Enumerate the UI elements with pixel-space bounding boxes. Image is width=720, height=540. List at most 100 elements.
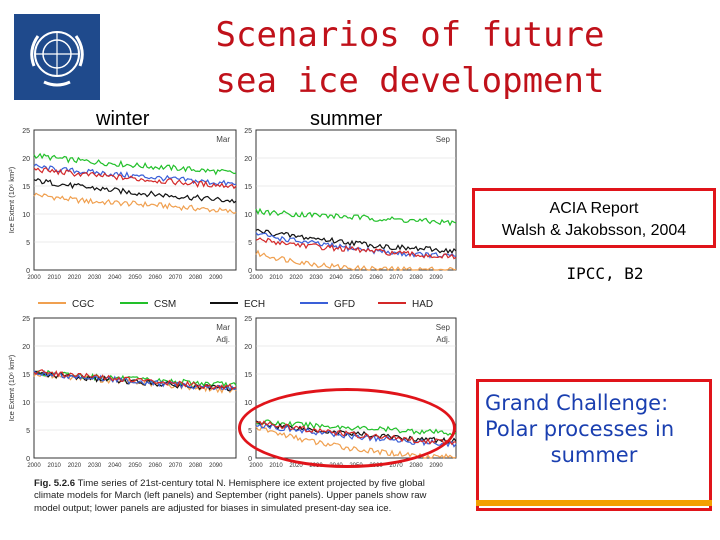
y-tick-label: 10 bbox=[244, 400, 252, 407]
x-tick-label: 2080 bbox=[409, 463, 423, 469]
acia-report-box: ACIA Report Walsh & Jakobsson, 2004 bbox=[472, 188, 716, 248]
x-tick-label: 2090 bbox=[429, 463, 443, 469]
legend-entry-gfd: GFD bbox=[334, 299, 355, 310]
panel-label: Mar bbox=[216, 323, 230, 332]
x-tick-label: 2070 bbox=[169, 275, 183, 281]
y-tick-label: 25 bbox=[244, 128, 252, 135]
x-tick-label: 2020 bbox=[289, 275, 303, 281]
y-tick-label: 20 bbox=[244, 344, 252, 351]
panel-label: Sep bbox=[436, 323, 451, 332]
winter-label: winter bbox=[96, 108, 150, 130]
legend-entry-cgc: CGC bbox=[72, 299, 94, 310]
y-tick-label: 25 bbox=[22, 316, 30, 323]
x-tick-label: 2090 bbox=[429, 275, 443, 281]
x-tick-label: 2050 bbox=[128, 275, 142, 281]
panel-label: Mar bbox=[216, 135, 230, 144]
x-tick-label: 2030 bbox=[88, 463, 102, 469]
y-tick-label: 10 bbox=[22, 212, 30, 219]
gc-line-1: Grand Challenge: bbox=[485, 391, 669, 415]
y-tick-label: 10 bbox=[244, 212, 252, 219]
y-tick-label: 25 bbox=[244, 316, 252, 323]
y-tick-label: 5 bbox=[26, 240, 30, 247]
x-tick-label: 2030 bbox=[88, 275, 102, 281]
x-tick-label: 2020 bbox=[289, 463, 303, 469]
legend-entry-ech: ECH bbox=[244, 299, 265, 310]
series-line-cgc bbox=[255, 249, 457, 271]
y-tick-label: 15 bbox=[22, 372, 30, 379]
series-line-gfd bbox=[33, 369, 237, 392]
x-tick-label: 2040 bbox=[108, 275, 122, 281]
x-tick-label: 2000 bbox=[249, 463, 263, 469]
grand-challenge-bar bbox=[476, 500, 712, 506]
x-tick-label: 2000 bbox=[249, 275, 263, 281]
ipcc-label: IPCC, B2 bbox=[566, 264, 644, 283]
title-line-1: Scenarios of future bbox=[215, 15, 605, 55]
figure-caption: Fig. 5.2.6 Time series of 21st-century t… bbox=[34, 478, 454, 515]
x-tick-label: 2000 bbox=[27, 463, 41, 469]
y-tick-label: 0 bbox=[248, 268, 252, 275]
y-axis-label: Ice Extent (10⁶ km²) bbox=[7, 166, 16, 233]
y-tick-label: 20 bbox=[22, 156, 30, 163]
y-tick-label: 10 bbox=[22, 400, 30, 407]
acia-line-2: Walsh & Jakobsson, 2004 bbox=[501, 222, 687, 239]
series-line-csm bbox=[255, 207, 457, 227]
highlight-ellipse bbox=[238, 388, 456, 468]
series-line-cgc bbox=[33, 192, 237, 215]
gc-line-2: Polar processes in bbox=[485, 417, 675, 441]
x-tick-label: 2070 bbox=[389, 463, 403, 469]
x-tick-label: 2080 bbox=[189, 275, 203, 281]
acia-line-1: ACIA Report bbox=[549, 200, 639, 217]
y-tick-label: 0 bbox=[26, 268, 30, 275]
x-tick-label: 2080 bbox=[409, 275, 423, 281]
panel-adjusted-label: Adj. bbox=[436, 335, 450, 344]
title-line-2: sea ice development bbox=[215, 61, 605, 101]
gc-line-3: summer bbox=[550, 443, 638, 467]
x-tick-label: 2060 bbox=[149, 275, 163, 281]
x-tick-label: 2060 bbox=[149, 463, 163, 469]
series-line-gfd bbox=[255, 232, 457, 259]
x-tick-label: 2020 bbox=[68, 463, 82, 469]
y-axis-label: Ice Extent (10⁶ km²) bbox=[7, 354, 16, 421]
x-tick-label: 2040 bbox=[329, 275, 343, 281]
series-line-ech bbox=[255, 228, 457, 254]
y-tick-label: 0 bbox=[26, 456, 30, 463]
grand-challenge-box: Grand Challenge: Polar processes in summ… bbox=[476, 379, 712, 511]
series-line-csm bbox=[33, 152, 237, 176]
series-line-ech bbox=[33, 177, 237, 204]
x-tick-label: 2000 bbox=[27, 275, 41, 281]
x-tick-label: 2020 bbox=[68, 275, 82, 281]
caption-text: Time series of 21st-century total N. Hem… bbox=[34, 478, 427, 514]
y-tick-label: 15 bbox=[22, 184, 30, 191]
x-tick-label: 2010 bbox=[269, 463, 283, 469]
y-tick-label: 15 bbox=[244, 372, 252, 379]
wmo-emblem-icon bbox=[14, 14, 100, 100]
x-tick-label: 2040 bbox=[108, 463, 122, 469]
x-tick-label: 2030 bbox=[309, 275, 323, 281]
y-tick-label: 20 bbox=[244, 156, 252, 163]
series-line-had bbox=[33, 369, 237, 390]
y-tick-label: 20 bbox=[22, 344, 30, 351]
plot-frame bbox=[255, 129, 457, 271]
caption-fig-number: Fig. 5.2.6 bbox=[34, 478, 76, 489]
x-tick-label: 2010 bbox=[269, 275, 283, 281]
x-tick-label: 2010 bbox=[48, 275, 62, 281]
legend-entry-had: HAD bbox=[412, 299, 433, 310]
plot-frame bbox=[33, 317, 237, 459]
summer-label: summer bbox=[310, 108, 383, 130]
x-tick-label: 2090 bbox=[209, 463, 223, 469]
page-title: Scenarios of future sea ice development bbox=[205, 12, 615, 104]
x-tick-label: 2050 bbox=[349, 275, 363, 281]
x-tick-label: 2070 bbox=[389, 275, 403, 281]
y-tick-label: 25 bbox=[22, 128, 30, 135]
x-tick-label: 2070 bbox=[169, 463, 183, 469]
panel-label: Sep bbox=[436, 135, 451, 144]
y-tick-label: 15 bbox=[244, 184, 252, 191]
legend-entry-csm: CSM bbox=[154, 299, 176, 310]
panel-adjusted-label: Adj. bbox=[216, 335, 230, 344]
y-tick-label: 0 bbox=[248, 456, 252, 463]
x-tick-label: 2090 bbox=[209, 275, 223, 281]
x-tick-label: 2050 bbox=[128, 463, 142, 469]
x-tick-label: 2060 bbox=[369, 275, 383, 281]
series-line-csm bbox=[33, 369, 237, 389]
